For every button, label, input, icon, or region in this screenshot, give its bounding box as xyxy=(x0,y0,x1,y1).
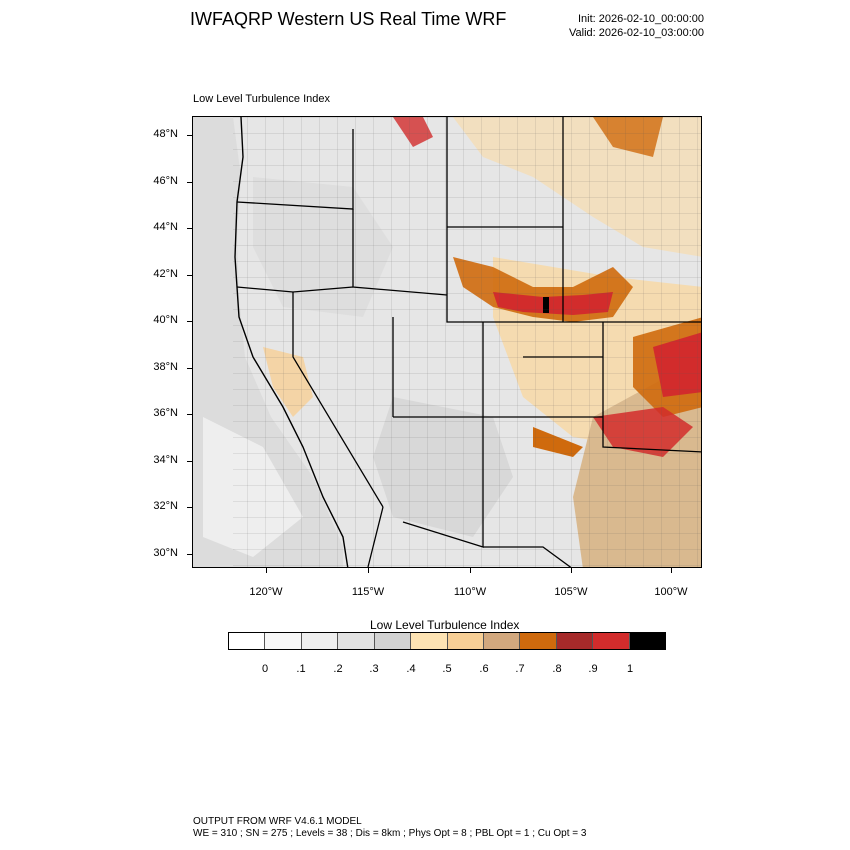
colorbar-label: .5 xyxy=(442,663,452,675)
colorbar-box-8 xyxy=(520,633,557,649)
colorbar-label: .3 xyxy=(369,663,379,675)
lat-tick xyxy=(187,461,192,462)
lat-label-46: 46°N xyxy=(153,175,178,187)
lon-label-110: 110°W xyxy=(453,586,487,598)
colorbar-title: Low Level Turbulence Index xyxy=(370,618,520,632)
colorbar-label: .9 xyxy=(588,663,598,675)
lat-tick xyxy=(187,135,192,136)
valid-time: Valid: 2026-02-10_03:00:00 xyxy=(569,27,704,39)
colorbar-label: .8 xyxy=(552,663,562,675)
lat-tick xyxy=(187,228,192,229)
lon-tick xyxy=(368,568,369,573)
lon-label-105: 105°W xyxy=(554,586,588,598)
model-config-line: WE = 310 ; SN = 275 ; Levels = 38 ; Dis … xyxy=(193,828,587,839)
colorbar-box-9 xyxy=(556,633,594,649)
lat-tick xyxy=(187,414,192,415)
colorbar-box-0 xyxy=(229,633,266,649)
colorbar-label: .4 xyxy=(406,663,416,675)
colorbar-box-6 xyxy=(447,633,484,649)
colorbar-label: 0 xyxy=(261,663,269,675)
colorbar xyxy=(228,632,666,650)
lon-tick xyxy=(571,568,572,573)
colorbar-label: .1 xyxy=(296,663,306,675)
lon-label-100: 100°W xyxy=(654,586,688,598)
lat-tick xyxy=(187,182,192,183)
lat-tick xyxy=(187,321,192,322)
lon-tick xyxy=(470,568,471,573)
lon-tick xyxy=(266,568,267,573)
lat-label-36: 36°N xyxy=(153,407,178,419)
turbulence-map xyxy=(192,116,702,568)
init-time: Init: 2026-02-10_00:00:00 xyxy=(578,13,704,25)
colorbar-box-5 xyxy=(411,633,448,649)
colorbar-box-7 xyxy=(483,633,521,649)
colorbar-box-10 xyxy=(593,633,630,649)
lon-label-120: 120°W xyxy=(249,586,283,598)
lon-tick xyxy=(671,568,672,573)
model-output-line: OUTPUT FROM WRF V4.6.1 MODEL xyxy=(193,816,362,827)
lon-label-115: 115°W xyxy=(351,586,385,598)
lat-label-48: 48°N xyxy=(153,128,178,140)
state-boundaries xyxy=(236,117,701,567)
lat-label-32: 32°N xyxy=(153,500,178,512)
colorbar-box-2 xyxy=(301,633,339,649)
lat-tick xyxy=(187,507,192,508)
colorbar-box-1 xyxy=(265,633,302,649)
lat-label-38: 38°N xyxy=(153,361,178,373)
main-title: IWFAQRP Western US Real Time WRF xyxy=(190,9,507,29)
lat-tick xyxy=(187,368,192,369)
lat-tick xyxy=(187,554,192,555)
lat-tick xyxy=(187,275,192,276)
colorbar-box-11 xyxy=(629,633,666,649)
county-lines xyxy=(233,117,701,567)
colorbar-label: 1 xyxy=(626,663,634,675)
colorbar-label: .6 xyxy=(479,663,489,675)
lat-label-34: 34°N xyxy=(153,454,178,466)
coastline xyxy=(234,117,349,567)
colorbar-box-4 xyxy=(374,633,412,649)
lat-label-44: 44°N xyxy=(153,221,178,233)
colorbar-label: .2 xyxy=(333,663,343,675)
colorbar-label: .7 xyxy=(515,663,525,675)
lat-label-40: 40°N xyxy=(153,314,178,326)
lat-label-42: 42°N xyxy=(153,268,178,280)
plot-subtitle: Low Level Turbulence Index xyxy=(193,93,330,105)
map-canvas xyxy=(193,117,701,567)
lat-label-30: 30°N xyxy=(153,547,178,559)
colorbar-box-3 xyxy=(338,633,375,649)
